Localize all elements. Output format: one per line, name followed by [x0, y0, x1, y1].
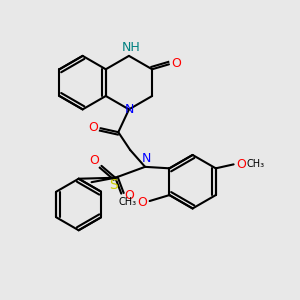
Text: CH₃: CH₃: [119, 197, 137, 207]
Text: O: O: [88, 121, 98, 134]
Text: CH₃: CH₃: [246, 159, 265, 170]
Text: O: O: [137, 196, 147, 208]
Text: N: N: [124, 103, 134, 116]
Text: NH: NH: [122, 41, 140, 55]
Text: N: N: [141, 152, 151, 165]
Text: O: O: [171, 57, 181, 70]
Text: O: O: [237, 158, 247, 171]
Text: S: S: [109, 178, 118, 192]
Text: O: O: [90, 154, 100, 167]
Text: O: O: [124, 189, 134, 202]
